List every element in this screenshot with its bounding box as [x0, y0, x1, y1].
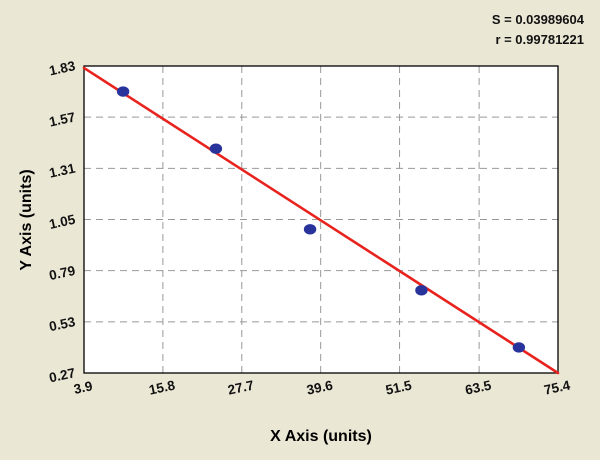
x-tick-label: 63.5 — [464, 377, 493, 397]
s-value-label: S = 0.03989604 — [491, 12, 584, 27]
x-tick-label: 3.9 — [72, 378, 93, 397]
y-tick-label: 1.05 — [48, 212, 77, 232]
x-axis-title: X Axis (units) — [270, 428, 372, 445]
plot-border — [83, 65, 559, 374]
y-tick-label: 0.27 — [48, 365, 77, 385]
y-tick-label: 0.53 — [48, 314, 77, 334]
data-point — [209, 143, 223, 154]
x-tick-label: 39.6 — [305, 377, 334, 397]
x-tick-label: 51.5 — [384, 377, 413, 397]
y-tick-label: 1.57 — [48, 109, 77, 129]
x-tick-label: 15.8 — [148, 377, 177, 397]
y-tick-label: 1.83 — [48, 58, 77, 78]
x-tick-label: 75.4 — [543, 377, 572, 397]
data-point — [415, 285, 428, 296]
regression-line — [82, 66, 560, 375]
y-tick-label: 0.79 — [48, 263, 77, 283]
data-point — [512, 342, 526, 353]
y-tick-label: 1.31 — [48, 160, 77, 180]
y-axis-title: Y Axis (units) — [18, 169, 35, 271]
x-tick-label: 27.7 — [226, 378, 255, 398]
stats-annotation: S = 0.03989604 r = 0.99781221 — [492, 10, 584, 50]
data-point — [303, 224, 317, 235]
data-point — [116, 86, 130, 97]
r-value-label: r = 0.99781221 — [495, 32, 584, 48]
